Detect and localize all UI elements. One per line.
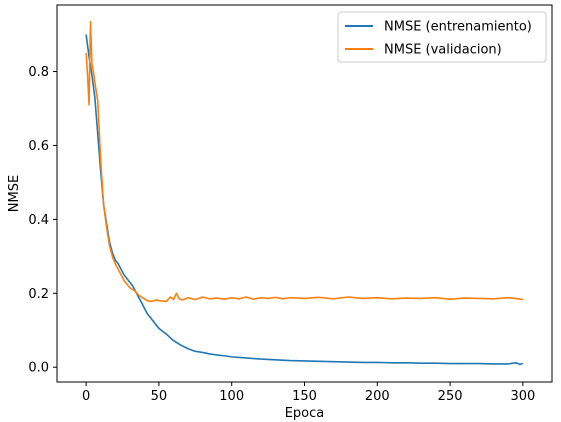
y-tick-label: 0.6 [28,139,49,154]
y-axis-label: NMSE [7,175,22,212]
x-axis-label: Epoca [285,406,325,421]
x-tick-label: 250 [438,389,463,404]
series-line-entrenamiento [85,34,524,366]
y-axis: 0.0 0.2 0.4 0.6 0.8 [28,65,57,376]
x-tick-label: 150 [292,389,317,404]
y-tick-label: 0.4 [28,213,49,228]
legend: NMSE (entrenamiento) NMSE (validacion) [337,11,547,63]
y-tick-label: 0.2 [28,287,49,302]
x-tick-label: 200 [365,389,390,404]
x-tick-label: 100 [219,389,244,404]
y-tick-label: 0.8 [28,65,49,80]
legend-label-entrenamiento: NMSE (entrenamiento) [384,20,532,35]
plot-lines [85,20,524,366]
x-tick-label: 50 [151,389,168,404]
x-axis: 0 50 100 150 200 250 300 [82,382,535,404]
x-tick-label: 0 [82,389,90,404]
x-tick-label: 300 [510,389,535,404]
legend-label-validacion: NMSE (validacion) [384,43,502,58]
y-tick-label: 0.0 [28,361,49,376]
legend-box [337,11,547,63]
series-line-validacion [85,20,524,303]
